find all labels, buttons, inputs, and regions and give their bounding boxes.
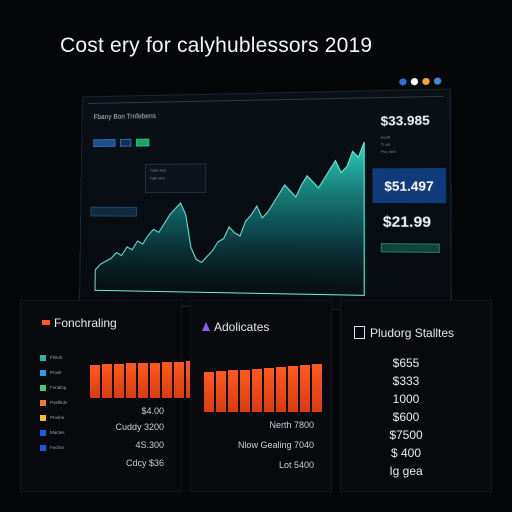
bar-group-middle — [204, 362, 322, 412]
mini-label-box — [90, 207, 137, 217]
status-dot-icon[interactable] — [399, 78, 406, 85]
status-dot-icon[interactable] — [434, 77, 441, 84]
bar — [126, 363, 136, 398]
bottom-label: Nlow Gealing 7040 — [238, 440, 314, 450]
bar — [114, 364, 124, 398]
panel-title: Fbany Bon Trnfebens — [93, 113, 156, 121]
legend-item: Fhltnb — [40, 350, 67, 365]
price-value: $33.985 — [381, 112, 442, 128]
value-list: $655 $333 1000 $600 $7500 $ 400 Ig gea — [372, 356, 440, 482]
panel-title: Adolicates — [214, 320, 269, 334]
price-caption: Aonfl — [381, 134, 442, 140]
bar — [240, 370, 250, 413]
bar — [300, 365, 310, 412]
status-dot-icon[interactable] — [422, 78, 429, 85]
price-caption: Tl dd — [381, 141, 442, 147]
status-dot-icon[interactable] — [411, 78, 418, 85]
top-divider — [88, 96, 443, 104]
bar — [138, 363, 148, 398]
bottom-label: Nerth 7800 — [269, 420, 314, 430]
value-item: $655 — [372, 356, 440, 374]
top-icon-group — [399, 77, 441, 85]
bar — [288, 366, 298, 412]
value-item: 1000 — [372, 392, 440, 410]
green-action-button[interactable] — [381, 243, 440, 253]
value-item: $600 — [372, 410, 440, 428]
info-box: Tneb lmd Fatn dnn — [145, 163, 206, 193]
value-item: $7500 — [372, 428, 440, 446]
bar — [276, 367, 286, 412]
info-line: Fatn dnn — [150, 175, 202, 180]
bar — [204, 372, 214, 412]
orange-bar-icon — [42, 320, 50, 325]
bottom-label: $4.00 — [141, 406, 164, 416]
legend-item: Proshe — [40, 410, 67, 425]
bar — [174, 362, 184, 398]
area-chart — [89, 132, 369, 306]
legend-item: Feclins — [40, 440, 67, 455]
bar — [252, 369, 262, 412]
legend-item: Fonding — [40, 380, 67, 395]
price-caption: Pcs nnd — [381, 148, 442, 154]
bar — [90, 365, 100, 398]
bar — [264, 368, 274, 412]
document-icon — [354, 326, 365, 339]
value-item: $333 — [372, 374, 440, 392]
triangle-icon — [202, 322, 210, 331]
bar — [150, 363, 160, 398]
value-item: Ig gea — [372, 464, 440, 482]
highlight-value[interactable]: $51.497 — [372, 168, 446, 203]
bottom-label: 4S.300 — [135, 440, 164, 450]
legend-item: Proslr — [40, 365, 67, 380]
bar — [162, 362, 172, 398]
side-summary: $33.985 Aonfl Tl dd Pcs nnd $51.497 $21.… — [364, 108, 442, 253]
bar — [228, 370, 238, 412]
bottom-label: Lot 5400 — [279, 460, 314, 470]
panel-title: Fonchraling — [54, 316, 117, 330]
legend-item: Mactes — [40, 425, 67, 440]
legend-item: Poelltnls — [40, 395, 67, 410]
main-dashboard-panel: Fbany Bon Trnfebens Tneb lmd Fatn dnn $3… — [79, 89, 452, 313]
legend: Fhltnb Proslr Fonding Poelltnls Proshe M… — [40, 350, 67, 455]
bar — [216, 371, 226, 412]
bottom-label: Cdcy $36 — [126, 458, 164, 468]
value-item: $ 400 — [372, 446, 440, 464]
page-headline: Cost ery for calyhublessors 2019 — [60, 34, 372, 58]
bar — [312, 364, 322, 412]
panel-title: Pludorg Stalltes — [370, 326, 454, 340]
price-value-secondary: $21.99 — [383, 213, 442, 231]
area-series — [95, 142, 364, 295]
info-line: Tneb lmd — [150, 167, 202, 172]
bar — [102, 364, 112, 398]
bottom-label: Cuddy 3200 — [115, 422, 164, 432]
